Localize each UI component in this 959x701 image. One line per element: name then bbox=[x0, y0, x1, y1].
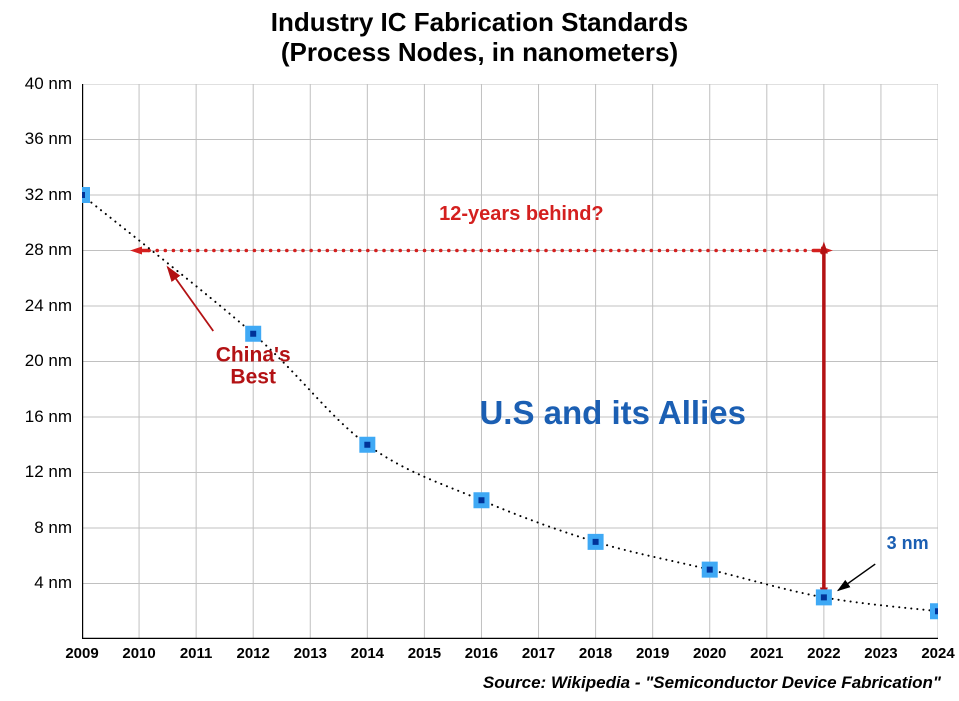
y-axis-label: 28 nm bbox=[25, 240, 72, 260]
y-axis-label: 8 nm bbox=[34, 518, 72, 538]
x-axis-label: 2017 bbox=[519, 645, 559, 662]
chart-title-line1: Industry IC Fabrication Standards bbox=[0, 8, 959, 38]
x-axis-label: 2009 bbox=[62, 645, 102, 662]
x-axis-label: 2015 bbox=[404, 645, 444, 662]
x-axis-label: 2011 bbox=[176, 645, 216, 662]
x-axis-label: 2012 bbox=[233, 645, 273, 662]
y-axis-label: 24 nm bbox=[25, 296, 72, 316]
x-axis-label: 2024 bbox=[918, 645, 958, 662]
annotation-3nm: 3 nm bbox=[887, 533, 929, 553]
y-axis-label: 4 nm bbox=[34, 573, 72, 593]
x-axis-label: 2016 bbox=[461, 645, 501, 662]
x-axis-label: 2010 bbox=[119, 645, 159, 662]
chart-svg: 12-years behind?China'sBestU.S and its A… bbox=[82, 84, 938, 639]
x-axis-label: 2014 bbox=[347, 645, 387, 662]
y-axis-label: 40 nm bbox=[25, 74, 72, 94]
chart-plot-area: 12-years behind?China'sBestU.S and its A… bbox=[82, 84, 938, 639]
chart-source: Source: Wikipedia - "Semiconductor Devic… bbox=[483, 673, 941, 693]
y-axis-label: 20 nm bbox=[25, 351, 72, 371]
chart-title: Industry IC Fabrication Standards (Proce… bbox=[0, 8, 959, 68]
y-axis-label: 16 nm bbox=[25, 407, 72, 427]
y-axis-label: 36 nm bbox=[25, 129, 72, 149]
annotation-12-years: 12-years behind? bbox=[439, 203, 604, 225]
x-axis-label: 2021 bbox=[747, 645, 787, 662]
chart-title-line2: (Process Nodes, in nanometers) bbox=[0, 38, 959, 68]
x-axis-label: 2013 bbox=[290, 645, 330, 662]
x-axis-label: 2018 bbox=[576, 645, 616, 662]
x-axis-label: 2022 bbox=[804, 645, 844, 662]
x-axis-label: 2020 bbox=[690, 645, 730, 662]
x-axis-label: 2023 bbox=[861, 645, 901, 662]
y-axis-label: 12 nm bbox=[25, 462, 72, 482]
annotation-us-allies: U.S and its Allies bbox=[479, 394, 746, 431]
y-axis-label: 32 nm bbox=[25, 185, 72, 205]
x-axis-label: 2019 bbox=[633, 645, 673, 662]
